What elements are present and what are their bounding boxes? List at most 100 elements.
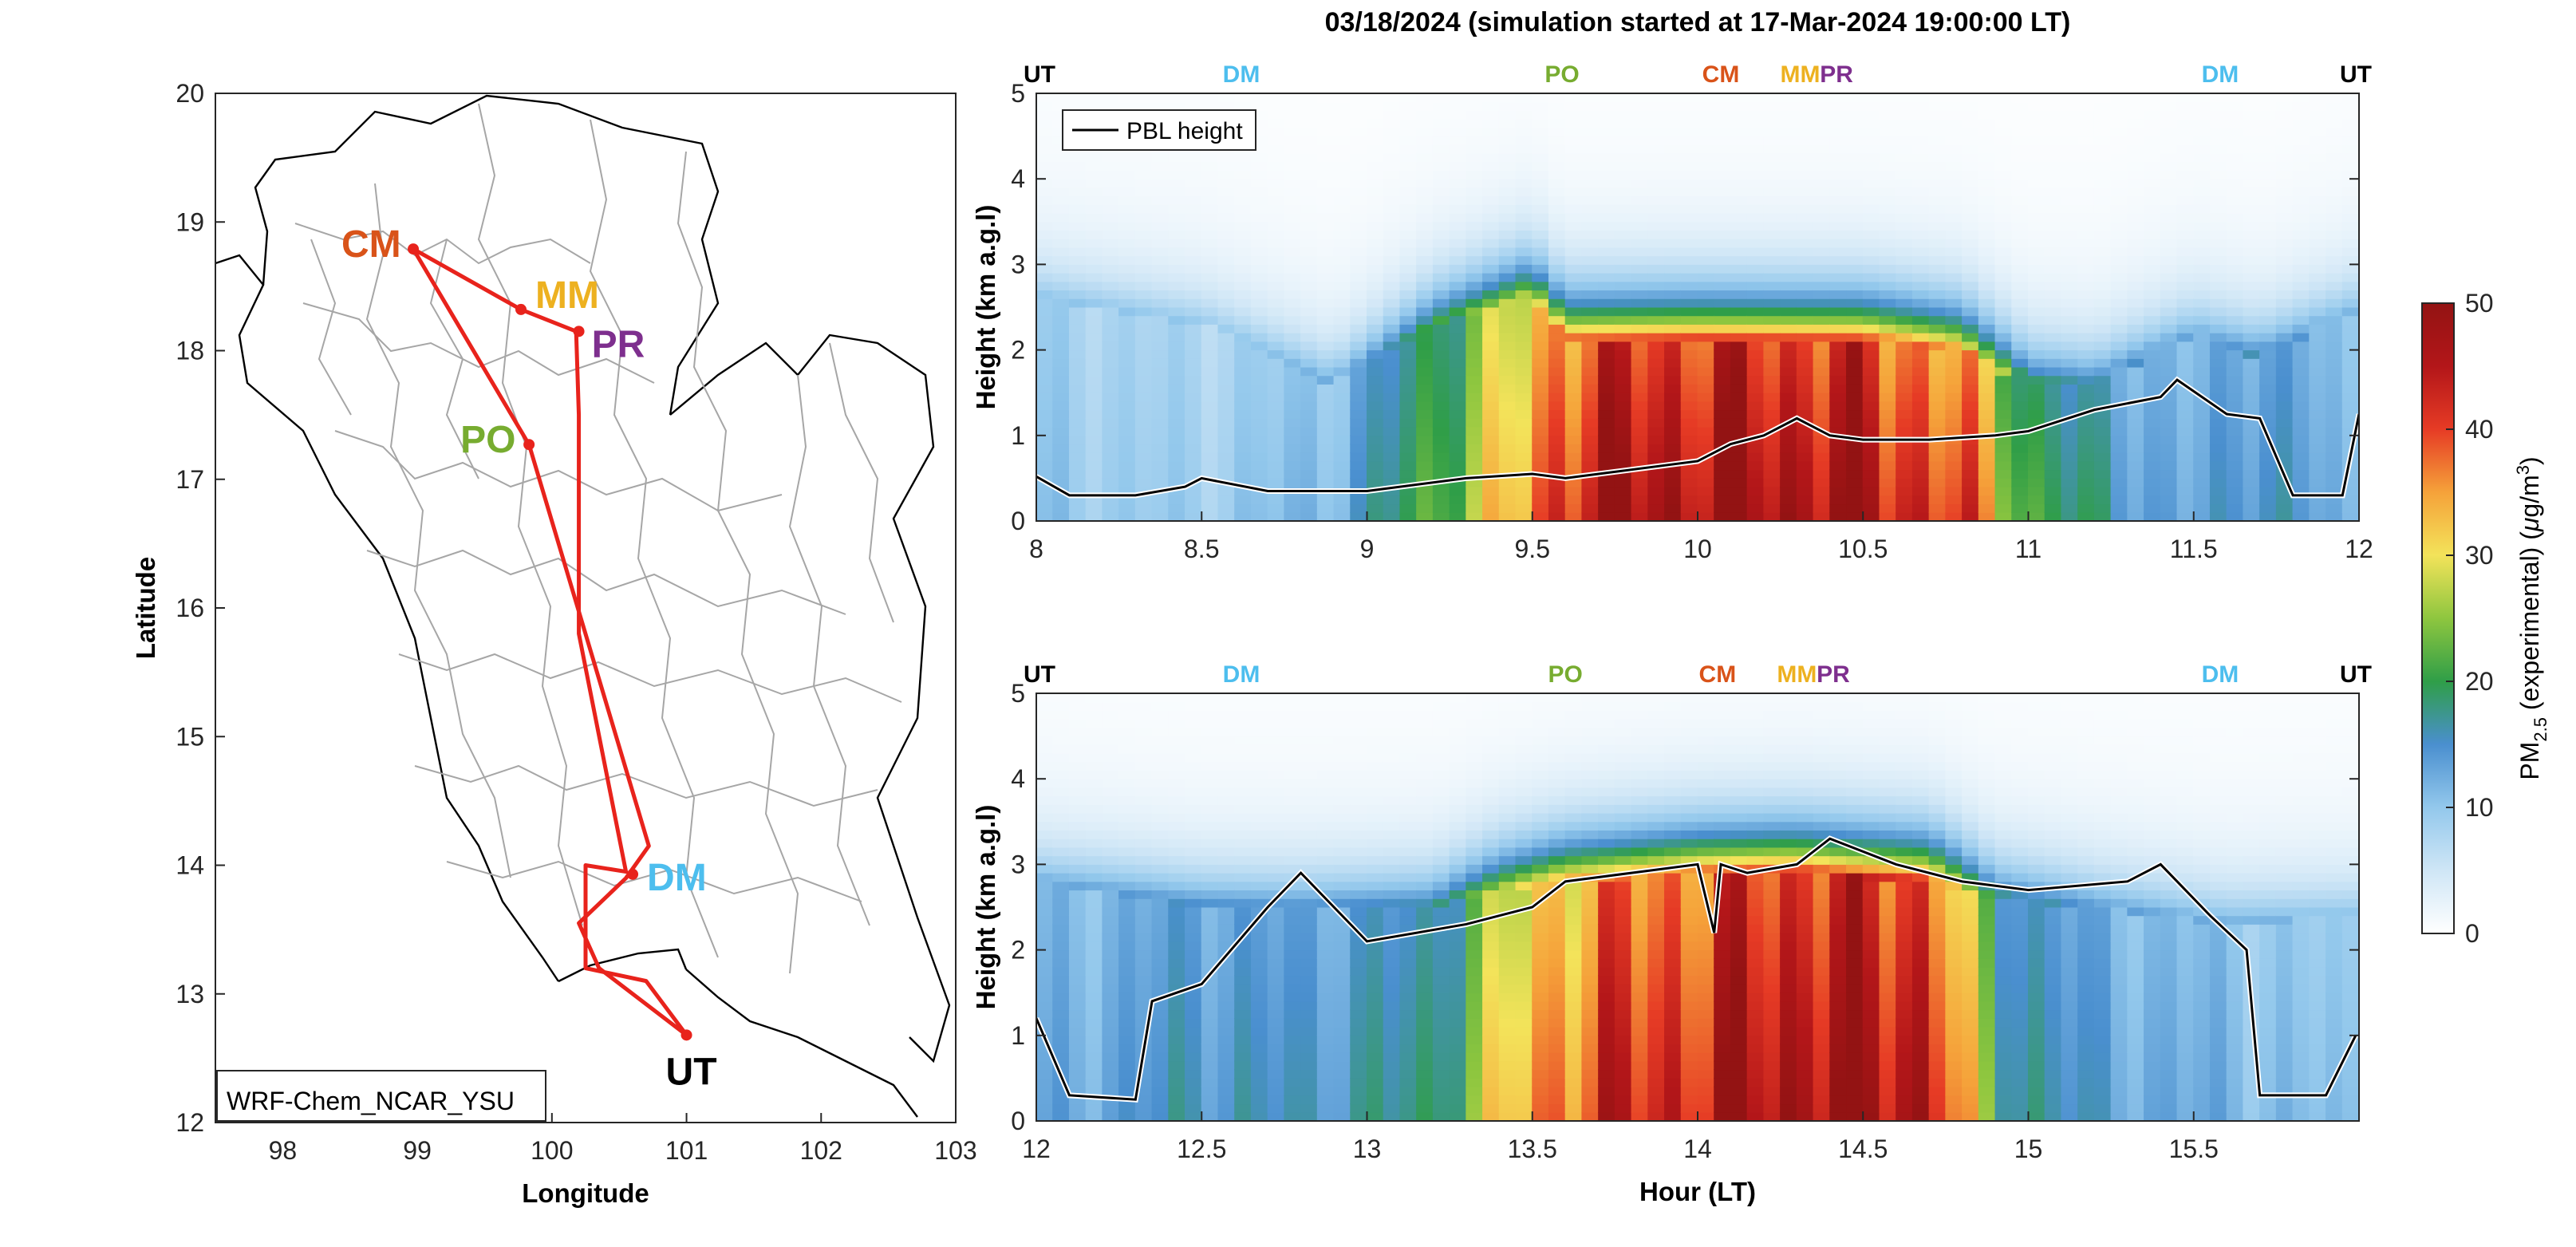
pm25-cell (1217, 693, 1236, 703)
pm25-cell (1036, 1103, 1054, 1113)
pm25-cell (1085, 966, 1103, 977)
pm25-cell (1862, 203, 1880, 214)
pm25-cell (1217, 93, 1236, 103)
pm25-cell (1367, 272, 1384, 282)
pm25-cell (1962, 118, 1979, 128)
coastline-or-border-3 (558, 948, 688, 983)
pm25-cell (1036, 906, 1054, 917)
pm25-cell (1201, 803, 1219, 814)
pm25-cell (2226, 101, 2244, 111)
pm25-cell (1962, 469, 1979, 479)
pm25-cell (1482, 161, 1500, 171)
pm25-cell (1250, 409, 1268, 419)
pm25-cell (2044, 315, 2062, 325)
pm25-cell (1482, 375, 1500, 385)
pm25-cell (1846, 349, 1864, 359)
pm25-cell (1746, 298, 1765, 308)
pm25-cell (1978, 247, 1996, 257)
pm25-cell (1151, 1000, 1170, 1011)
pm25-cell (1532, 298, 1549, 308)
pm25-cell (1697, 341, 1715, 351)
pm25-cell (1134, 272, 1153, 282)
pm25-cell (1068, 477, 1087, 487)
pm25-cell (2144, 203, 2161, 214)
pm25-cell (2243, 486, 2261, 496)
pm25-cell (1234, 1111, 1252, 1121)
pm25-cell (1515, 255, 1533, 265)
pm25-cell (1813, 230, 1831, 239)
pm25-cell (2326, 511, 2343, 521)
pm25-cell (1134, 366, 1153, 377)
pm25-cell (1780, 435, 1797, 445)
pm25-cell (1267, 203, 1285, 214)
pm25-cell (1680, 460, 1698, 471)
pm25-cell (1316, 401, 1335, 411)
pm25-cell (1036, 152, 1054, 163)
pm25-cell (1978, 136, 1996, 145)
pm25-cell (1780, 203, 1797, 214)
pm25-cell (1201, 409, 1219, 419)
pm25-cell (1151, 212, 1170, 223)
pm25-cell (1796, 315, 1814, 325)
pm25-cell (2341, 272, 2359, 282)
pm25-cell (1085, 787, 1103, 797)
pm25-cell (1746, 306, 1765, 317)
pm25-cell (1267, 863, 1285, 874)
pm25-cell (1780, 238, 1797, 248)
pm25-cell (1829, 426, 1848, 436)
pm25-cell (1118, 863, 1136, 874)
pm25-cell (1928, 486, 1947, 496)
pm25-cell (2341, 203, 2359, 214)
pm25-cell (1399, 401, 1418, 411)
pm25-cell (2309, 366, 2327, 377)
pm25-cell (2028, 349, 2045, 359)
pm25-cell (1201, 349, 1219, 359)
pm25-cell (2193, 477, 2211, 487)
pm25-cell (1201, 178, 1219, 188)
pm25-cell (2127, 409, 2145, 419)
pm25-cell (1846, 469, 1864, 479)
pm25-cell (1730, 195, 1748, 205)
pm25-cell (1201, 332, 1219, 342)
pm25-cell (1598, 357, 1615, 368)
pm25-cell (2259, 290, 2277, 299)
pm25-cell (2226, 306, 2244, 317)
pm25-cell (1383, 366, 1401, 377)
pm25-cell (2326, 290, 2343, 299)
pm25-cell (2243, 169, 2261, 180)
pm25-cell (1714, 238, 1731, 248)
pm25-cell (2077, 435, 2095, 445)
pm25-cell (1118, 392, 1136, 402)
pm25-cell (1498, 290, 1517, 299)
pm25-cell (1978, 118, 1996, 128)
pm25-cell (1316, 375, 1335, 385)
pm25-cell (1185, 315, 1202, 325)
pm25-cell (1780, 332, 1797, 342)
pm25-cell (1201, 511, 1219, 521)
pm25-cell (1102, 401, 1120, 411)
pm25-cell (1564, 178, 1583, 188)
pm25-cell (1978, 477, 1996, 487)
pm25-cell (1664, 477, 1682, 487)
pm25-cell (1498, 503, 1517, 513)
pm25-cell (1746, 203, 1765, 214)
pm25-cell (1267, 1009, 1285, 1019)
pm25-cell (2077, 247, 2095, 257)
pm25-cell (1416, 486, 1434, 496)
pm25-cell (1515, 118, 1533, 128)
pm25-cell (1515, 221, 1533, 231)
pm25-cell (1449, 93, 1467, 103)
pm25-cell (1036, 323, 1054, 333)
pm25-cell (1664, 495, 1682, 505)
pm25-cell (2326, 357, 2343, 368)
pm25-cell (1432, 93, 1450, 103)
pm25-cell (1962, 169, 1979, 180)
pm25-cell (2259, 469, 2277, 479)
pm25-cell (2326, 383, 2343, 393)
pm25-cell (1697, 426, 1715, 436)
pm25-cell (1994, 452, 2013, 462)
pm25-cell (2176, 486, 2195, 496)
pm25-cell (1134, 752, 1153, 763)
pm25-cell (1532, 212, 1549, 223)
pm25-cell (1052, 392, 1070, 402)
